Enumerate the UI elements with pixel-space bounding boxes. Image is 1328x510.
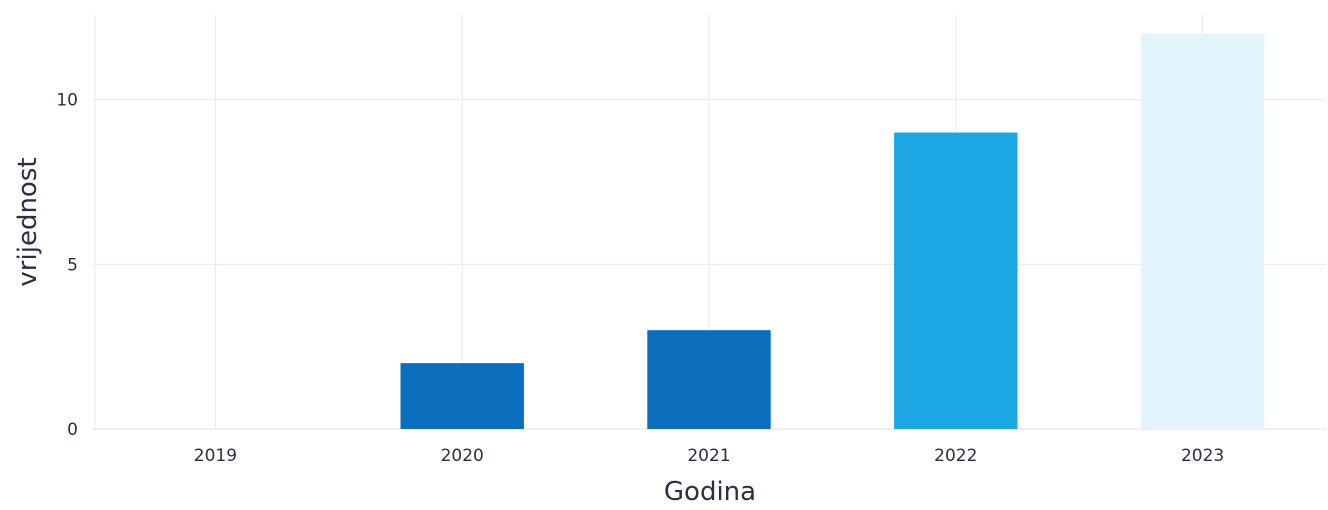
bars: [400, 33, 1265, 430]
y-tick-label: 5: [67, 255, 78, 275]
bar-2022: [894, 132, 1018, 430]
x-tick-label: 2021: [687, 446, 730, 466]
x-tick-label: 2022: [934, 446, 977, 466]
x-axis-ticks: 2019 2020 2021 2022 2023: [194, 446, 1224, 466]
y-axis-ticks: 0 5 10: [56, 91, 78, 440]
x-tick-label: 2023: [1181, 446, 1224, 466]
bar-2021: [647, 330, 771, 429]
y-axis-title: vrijednost: [13, 157, 43, 286]
x-tick-label: 2020: [441, 446, 484, 466]
y-tick-label: 10: [56, 91, 78, 111]
y-tick-label: 0: [67, 420, 78, 440]
bar-2023: [1140, 33, 1265, 430]
x-axis-title: Godina: [664, 477, 756, 506]
bar-2020: [400, 363, 524, 429]
x-tick-label: 2019: [194, 446, 237, 466]
